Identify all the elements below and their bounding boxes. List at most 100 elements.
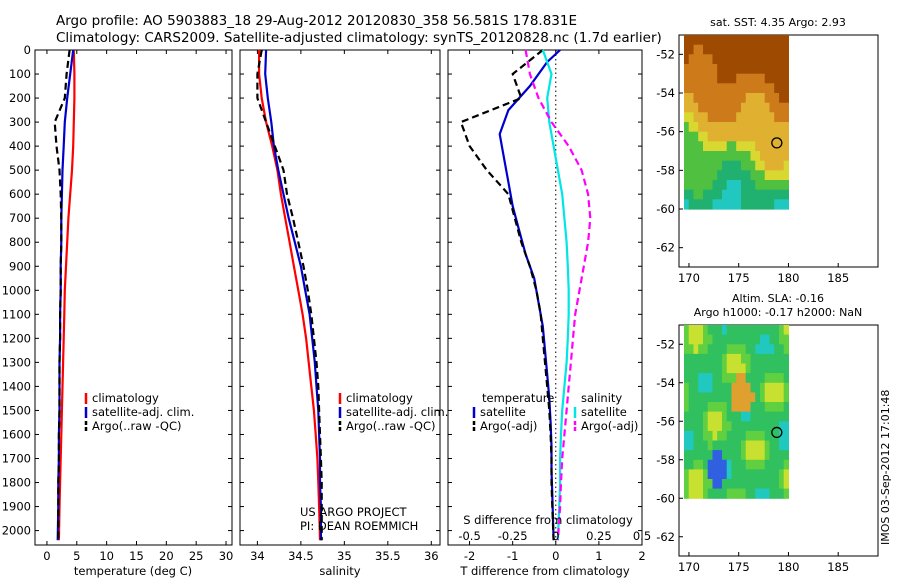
- sla_map-cell: [736, 373, 742, 384]
- sst_map-cell: [731, 160, 737, 171]
- sst_map-cell: [731, 180, 737, 191]
- sst_map-cell: [703, 151, 709, 162]
- sla_map-cell: [684, 382, 690, 393]
- sst_map-cell: [684, 199, 690, 210]
- sst_map-cell: [698, 35, 704, 46]
- salinity-legend-label: Argo(..raw -QC): [346, 419, 436, 433]
- sst_map-cell: [760, 131, 766, 142]
- sst_map-cell: [712, 73, 718, 84]
- sst_map-cell: [769, 64, 775, 75]
- sst_map-cell: [684, 122, 690, 133]
- sla_map-cell: [783, 363, 789, 374]
- sst_map-cell: [760, 180, 766, 191]
- sst_map-cell: [769, 141, 775, 152]
- sst_map-cell: [688, 199, 694, 210]
- sla_map-cell: [755, 334, 761, 345]
- sla_map-cell: [688, 363, 694, 374]
- sst_map-cell: [779, 73, 785, 84]
- sla_map-cell: [693, 421, 699, 432]
- sst_map-cell: [750, 170, 756, 181]
- sst_map-cell: [779, 141, 785, 152]
- sst_map-cell: [726, 170, 732, 181]
- temperature-ytick-label: 0: [24, 43, 31, 57]
- sst_map-cell: [717, 131, 723, 142]
- sla_map-cell: [745, 469, 751, 480]
- sla_map-cell: [712, 430, 718, 442]
- sla_map-cell: [760, 344, 766, 355]
- sla_map-cell: [698, 325, 704, 336]
- sla_map-cell: [707, 411, 713, 422]
- sla_map-cell: [712, 459, 718, 470]
- sst_map-cell: [684, 180, 690, 191]
- sla_map-cell: [726, 469, 732, 480]
- sst_map-cell: [774, 189, 780, 200]
- sla_map-cell: [764, 421, 770, 432]
- sst_map-argo-marker: [771, 137, 783, 149]
- sst_map-cell: [774, 102, 780, 113]
- sla_map-cell: [717, 382, 723, 393]
- sst_map-cell: [693, 141, 699, 152]
- difference-s-tick-label: -0.25: [498, 529, 528, 543]
- sla_map-cell: [741, 373, 747, 384]
- sst_map-cell: [745, 189, 751, 200]
- sla_map-cell: [745, 373, 751, 384]
- sla_map-cell: [722, 421, 728, 432]
- sla_map-cell: [774, 469, 780, 480]
- sla_map-cell: [707, 421, 713, 432]
- sst_map-cell: [693, 131, 699, 142]
- sst_map-cell: [783, 151, 789, 162]
- sst_map-cell: [703, 54, 709, 65]
- sla_map-cell: [693, 459, 699, 470]
- sla_map-cell: [741, 459, 747, 470]
- sst_map-cell: [750, 160, 756, 171]
- sla_map-cell: [769, 373, 775, 384]
- sla_map-cell: [722, 334, 728, 345]
- sla_map-cell: [707, 450, 713, 461]
- sst_map-cell: [722, 102, 728, 113]
- sla_map-cell: [755, 440, 761, 451]
- sst_map-cell: [736, 44, 742, 55]
- sst_map-cell: [722, 83, 728, 94]
- sst_map-cell: [779, 131, 785, 142]
- sst_map-ytick-label: -54: [656, 86, 675, 100]
- sla_map-cell: [741, 382, 747, 393]
- sla_map-cell: [726, 373, 732, 384]
- sla_map-cell: [707, 469, 713, 480]
- temperature-ytick-label: 500: [9, 163, 31, 177]
- sla_map-xtick-label: 180: [777, 560, 799, 574]
- sst_map-cell: [693, 112, 699, 123]
- sst_map-cell: [731, 170, 737, 181]
- sst_map-cell: [688, 44, 694, 55]
- salinity-legend-label: satellite-adj. clim.: [346, 405, 448, 419]
- sla_map-cell: [703, 421, 709, 432]
- sla_map-cell: [726, 334, 732, 345]
- sst_map-cell: [717, 73, 723, 84]
- sst_map-cell: [736, 102, 742, 113]
- sst_map-cell: [764, 112, 770, 123]
- sla_map-cell: [764, 411, 770, 422]
- sla_map-cell: [688, 421, 694, 432]
- sst_map-cell: [783, 122, 789, 133]
- sla_map-cell: [760, 459, 766, 470]
- sst_map-cell: [726, 102, 732, 113]
- sst_map-cell: [750, 141, 756, 152]
- sst_map-cell: [769, 73, 775, 84]
- sla_map-cell: [750, 392, 756, 403]
- temperature-ytick-label: 1400: [2, 379, 31, 393]
- sst_map-cell: [779, 112, 785, 123]
- sla_map-cell: [731, 363, 737, 374]
- sla_map-cell: [736, 353, 742, 365]
- sst_map-cell: [731, 35, 737, 46]
- temperature-legend-label: climatology: [92, 391, 159, 405]
- sst_map-cell: [783, 44, 789, 55]
- sla_map-cell: [693, 411, 699, 422]
- sla_map-cell: [783, 353, 789, 365]
- sst_map-cell: [731, 189, 737, 200]
- sla_map-cell: [731, 353, 737, 365]
- sst_map-cell: [741, 180, 747, 191]
- sla_map-cell: [722, 459, 728, 470]
- sla_map-cell: [717, 488, 723, 499]
- sla_map-cell: [750, 479, 756, 490]
- sla_map-cell: [755, 411, 761, 422]
- sla_map-cell: [750, 344, 756, 355]
